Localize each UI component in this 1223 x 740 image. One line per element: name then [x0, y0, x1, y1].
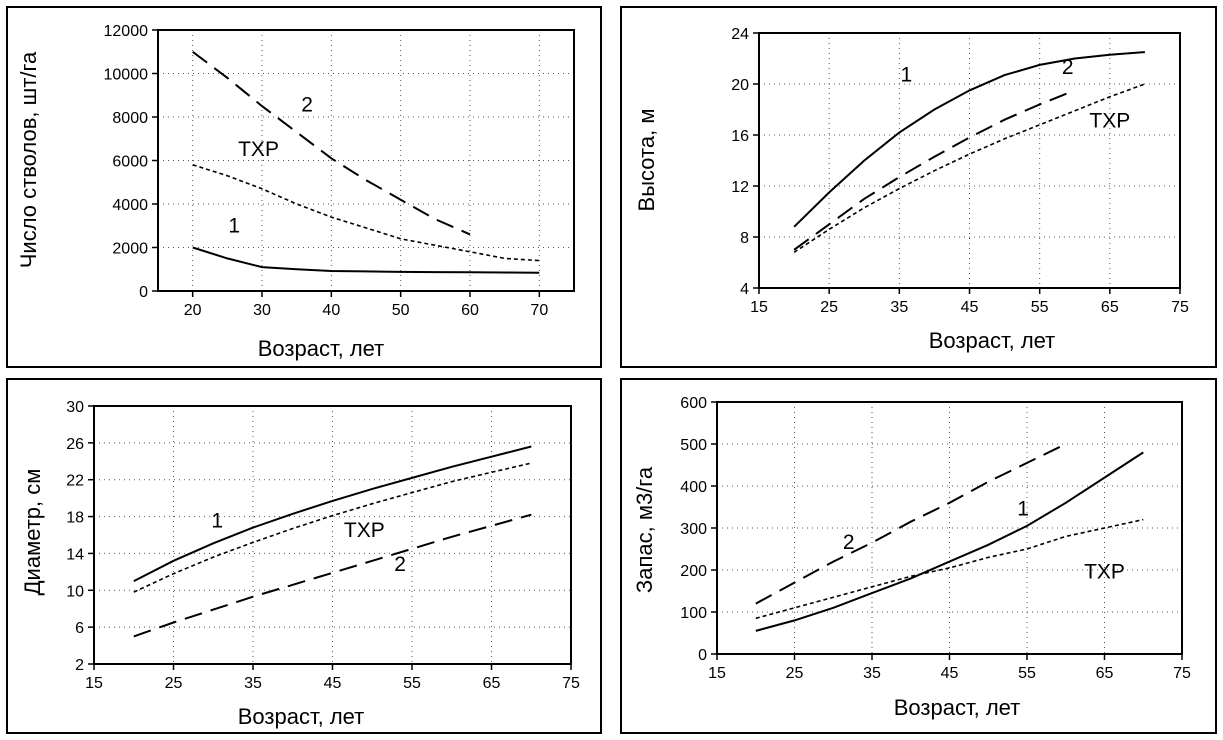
y-axis-label: Диаметр, см: [20, 469, 45, 596]
x-tick-label: 35: [244, 675, 262, 692]
plot-frame: [758, 32, 1181, 289]
y-tick-label: 200: [680, 563, 707, 580]
y-tick-label: 0: [698, 647, 707, 664]
y-axis-label: Высота, м: [634, 109, 659, 212]
y-tick-label: 2: [75, 657, 84, 674]
y-tick-label: 10000: [104, 67, 149, 84]
x-tick-label: 35: [863, 665, 881, 682]
series-annotation: 2: [301, 94, 313, 117]
y-tick-label: 0: [139, 284, 148, 301]
series-line-2: [133, 513, 532, 638]
x-tick-label: 65: [1096, 665, 1114, 682]
series-line-txr: [755, 518, 1144, 620]
y-tick-label: 8: [740, 230, 749, 247]
y-tick-label: 100: [680, 605, 707, 622]
series-line-1: [793, 51, 1145, 228]
y-tick-label: 12000: [104, 23, 149, 40]
y-tick-label: 2000: [112, 241, 148, 258]
x-tick-label: 25: [820, 299, 838, 316]
series-annotation: 1: [1017, 497, 1029, 520]
y-tick-label: 300: [680, 521, 707, 538]
series-annotation: ТХР: [344, 519, 385, 542]
series-line-1: [192, 246, 540, 274]
series-annotation: 1: [901, 63, 913, 86]
x-tick-label: 55: [1031, 299, 1049, 316]
x-tick-label: 65: [1101, 299, 1119, 316]
y-tick-label: 600: [680, 395, 707, 412]
series-annotation: ТХР: [1084, 560, 1125, 583]
x-tick-label: 55: [1018, 665, 1036, 682]
series-annotation: ТХР: [1089, 109, 1130, 132]
x-tick-label: 15: [708, 665, 726, 682]
x-axis-label: Возраст, лет: [894, 695, 1021, 720]
chart-panel-diameter: 15 25 35 45 55 65 75 2 6 10 14 18 22 26 30 Возраст, лет…: [6, 378, 602, 734]
series-line-2: [755, 443, 1067, 605]
series-annotation: 2: [394, 553, 406, 576]
series-line-1: [133, 445, 532, 582]
y-tick-label: 12: [731, 179, 749, 196]
x-tick-label: 65: [483, 675, 501, 692]
y-tick-label: 14: [66, 546, 84, 563]
chart-panel-stem-count: 20 30 40 50 60 70 0 2000 4000 6000 8000 10000 12000 В…: [6, 6, 602, 368]
y-tick-label: 16: [731, 128, 749, 145]
chart-volume: 15 25 35 45 55 65 75 0 100 200 300 400 500 600 Возраст…: [632, 395, 1191, 720]
y-tick-label: 24: [731, 26, 749, 43]
y-tick-label: 30: [66, 399, 84, 416]
x-tick-label: 75: [562, 675, 580, 692]
y-axis-label: Число стволов, шт/га: [16, 51, 41, 268]
y-tick-label: 6000: [112, 154, 148, 171]
x-tick-label: 35: [890, 299, 908, 316]
y-tick-label: 10: [66, 583, 84, 600]
x-tick-label: 45: [941, 665, 959, 682]
y-tick-label: 4000: [112, 197, 148, 214]
series-line-2: [793, 89, 1076, 251]
x-tick-label: 15: [85, 675, 103, 692]
x-tick-label: 75: [1173, 665, 1191, 682]
x-tick-label: 15: [750, 299, 768, 316]
x-tick-label: 25: [165, 675, 183, 692]
y-tick-label: 6: [75, 620, 84, 637]
x-tick-label: 45: [324, 675, 342, 692]
series-line-1: [755, 451, 1144, 632]
x-axis-label: Возраст, лет: [238, 704, 365, 729]
series-annotation: 1: [228, 214, 240, 237]
y-tick-label: 20: [731, 77, 749, 94]
x-tick-label: 75: [1171, 299, 1189, 316]
series-line-txr: [192, 164, 540, 262]
x-tick-label: 70: [530, 302, 548, 319]
x-axis-label: Возраст, лет: [929, 328, 1056, 353]
x-tick-label: 55: [403, 675, 421, 692]
x-tick-label: 20: [184, 302, 202, 319]
x-tick-label: 60: [461, 302, 479, 319]
x-tick-label: 25: [786, 665, 804, 682]
series-annotation: 1: [211, 510, 223, 533]
x-axis-label: Возраст, лет: [258, 336, 385, 361]
series-line-2: [192, 51, 471, 236]
grid: [158, 29, 574, 292]
y-axis-label: Запас, м3/га: [632, 466, 657, 593]
y-tick-label: 500: [680, 437, 707, 454]
x-tick-label: 30: [253, 302, 271, 319]
chart-panel-volume: 15 25 35 45 55 65 75 0 100 200 300 400 500 600 Возраст…: [620, 378, 1217, 734]
series-line-txr: [133, 462, 532, 593]
y-tick-label: 26: [66, 436, 84, 453]
y-tick-label: 18: [66, 510, 84, 527]
grid: [716, 401, 1183, 655]
series-annotation: 2: [843, 531, 855, 554]
chart-stem-count: 20 30 40 50 60 70 0 2000 4000 6000 8000 10000 12000 В…: [16, 23, 575, 361]
y-tick-label: 4: [740, 281, 749, 298]
y-tick-label: 22: [66, 473, 84, 490]
x-tick-label: 40: [322, 302, 340, 319]
y-tick-label: 8000: [112, 110, 148, 127]
series-annotation: ТХР: [238, 138, 279, 161]
series-annotation: 2: [1062, 56, 1074, 79]
x-tick-label: 50: [392, 302, 410, 319]
plot-frame: [157, 29, 575, 292]
grid: [758, 32, 1181, 289]
x-tick-label: 45: [961, 299, 979, 316]
y-tick-label: 400: [680, 479, 707, 496]
chart-panel-height: 15 25 35 45 55 65 75 4 8 12 16 20 24 Возраст, лет Высо…: [620, 6, 1217, 368]
